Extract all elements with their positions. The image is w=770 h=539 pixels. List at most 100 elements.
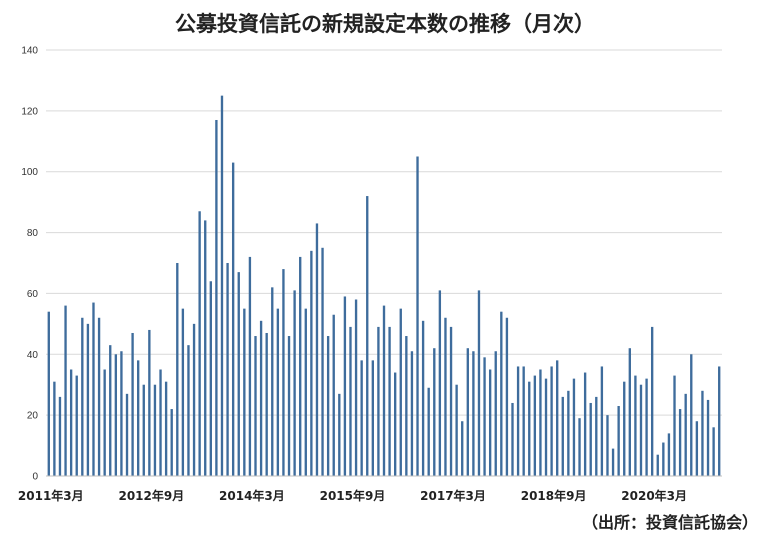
bar [550, 366, 553, 476]
y-tick-label: 40 [27, 350, 39, 361]
bar [192, 323, 196, 476]
bar [511, 402, 514, 476]
bar [449, 326, 453, 476]
bar [528, 381, 531, 476]
bar [103, 369, 106, 476]
bar [567, 390, 570, 476]
bars [47, 95, 721, 477]
bar [505, 317, 509, 476]
y-tick-label: 0 [32, 472, 38, 483]
bar [338, 393, 341, 476]
x-tick-label: 2015年9月 [320, 488, 386, 503]
bar [204, 220, 207, 476]
x-tick-label: 2012年9月 [118, 488, 184, 503]
bar [438, 290, 442, 476]
bar [282, 269, 285, 476]
bar [170, 409, 173, 476]
bar [86, 323, 90, 476]
bar [656, 454, 659, 476]
bar [148, 329, 151, 476]
bar [706, 399, 710, 476]
bar [617, 406, 620, 476]
bar [299, 256, 302, 476]
bar [690, 354, 693, 476]
bar [315, 223, 319, 476]
bar [159, 369, 162, 476]
x-tick-label: 2011年3月 [18, 488, 84, 503]
bar [265, 332, 268, 476]
y-tick-label: 20 [27, 411, 39, 422]
bar [600, 366, 604, 476]
bar [120, 351, 123, 476]
bar [259, 320, 263, 476]
bar [215, 119, 218, 477]
bar [47, 311, 50, 476]
bar [220, 95, 224, 476]
bar [198, 211, 201, 476]
bar [53, 381, 56, 476]
bar [293, 290, 296, 476]
bar [181, 308, 185, 476]
bar [639, 384, 643, 476]
bar [628, 348, 631, 476]
bar [678, 409, 682, 476]
bar [595, 396, 598, 476]
bar [382, 305, 386, 476]
bar [667, 433, 671, 476]
bar [209, 281, 212, 476]
bar [472, 351, 475, 476]
bar [69, 369, 73, 476]
bar [427, 387, 430, 476]
bar [125, 393, 129, 476]
bar [662, 442, 665, 476]
bar [611, 448, 615, 476]
bar [304, 308, 307, 476]
bar [421, 320, 425, 476]
bar [287, 336, 291, 476]
bar [500, 311, 503, 476]
bar [164, 381, 168, 476]
bar [332, 314, 335, 476]
bar [109, 345, 112, 476]
bar [64, 305, 67, 476]
bar [343, 296, 347, 476]
bar [81, 317, 84, 476]
bar [271, 287, 274, 476]
bar [718, 366, 721, 476]
bar [58, 396, 62, 476]
bar [399, 308, 402, 476]
bar [231, 162, 235, 476]
bar [114, 354, 118, 476]
y-tick-label: 60 [27, 289, 39, 300]
bar [354, 299, 358, 476]
bar [684, 393, 687, 476]
bar [92, 302, 95, 476]
y-tick-label: 80 [27, 228, 39, 239]
bar [248, 256, 252, 476]
y-tick-label: 120 [21, 106, 38, 117]
bar [254, 336, 257, 476]
bar [366, 196, 369, 476]
bar [444, 317, 447, 476]
bar [556, 360, 559, 476]
bar [488, 369, 492, 476]
bar [371, 360, 374, 476]
bar [176, 263, 179, 476]
bar [310, 250, 313, 476]
bar [483, 357, 486, 476]
bar [321, 247, 324, 476]
bar [394, 372, 397, 476]
x-tick-label: 2018年9月 [521, 488, 587, 503]
bar [466, 348, 469, 476]
bar [606, 415, 609, 476]
bar [187, 345, 190, 476]
bar [623, 381, 626, 476]
bar [97, 317, 101, 476]
bar [433, 348, 436, 476]
bar [137, 360, 140, 476]
bar [634, 375, 637, 476]
bar [461, 421, 464, 476]
bar [544, 378, 548, 476]
bar [650, 326, 654, 476]
